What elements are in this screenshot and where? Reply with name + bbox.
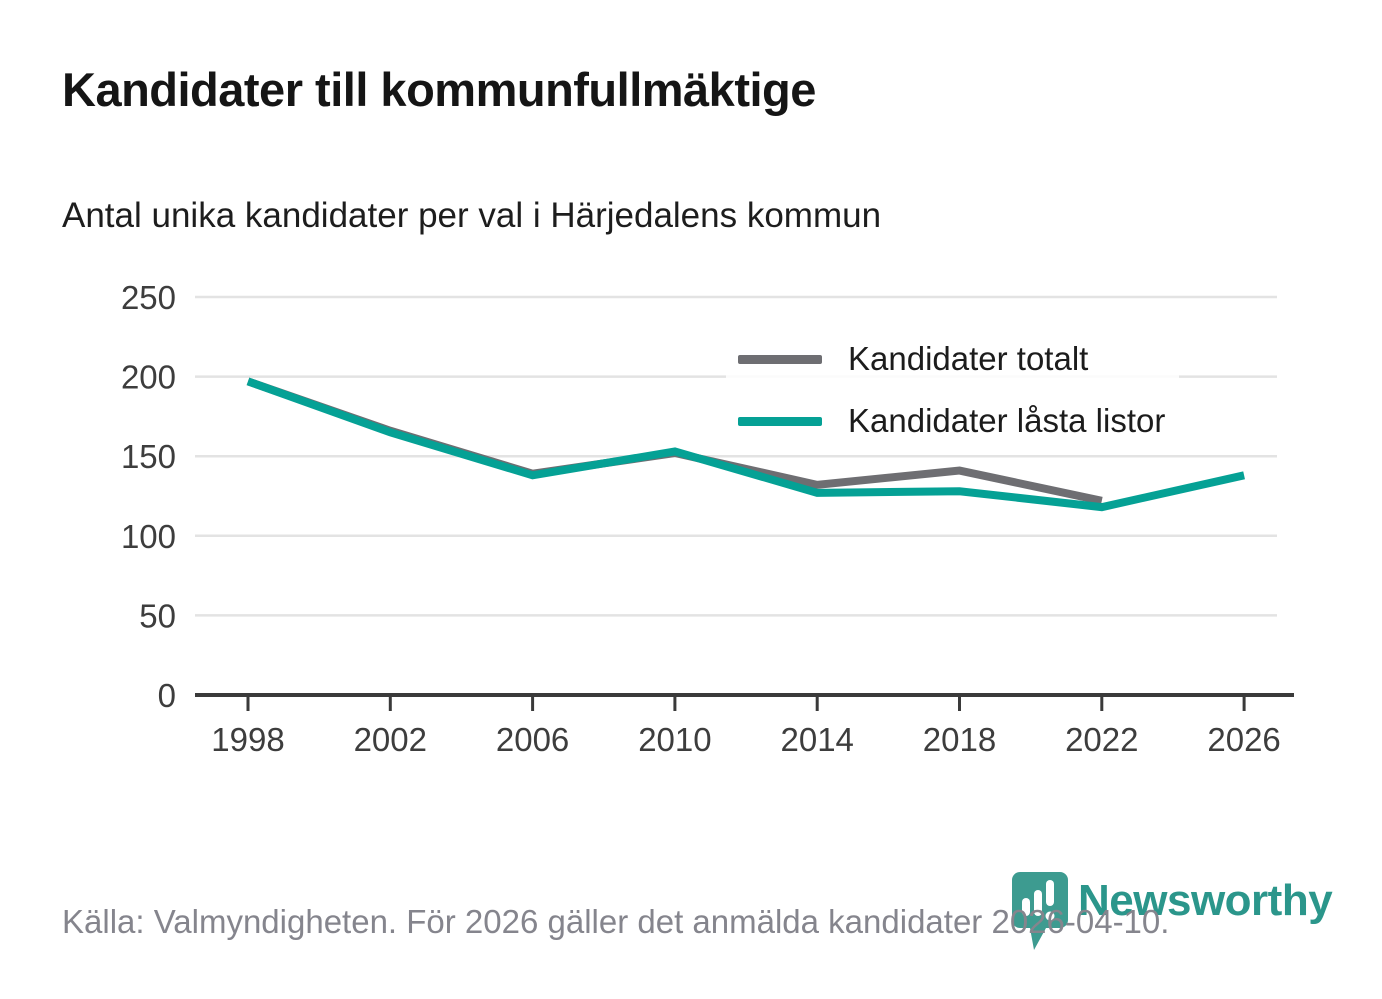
page-title: Kandidater till kommunfullmäktige xyxy=(62,63,816,116)
svg-text:50: 50 xyxy=(139,597,176,634)
legend-swatch-total xyxy=(738,354,822,364)
legend-label-total: Kandidater totalt xyxy=(848,340,1089,377)
chart-subtitle: Antal unika kandidater per val i Härjeda… xyxy=(62,196,882,235)
chart-legend: Kandidater totalt Kandidater låsta listo… xyxy=(726,332,1180,448)
newsworthy-pin-icon xyxy=(1012,872,1068,950)
svg-text:1998: 1998 xyxy=(211,721,284,758)
legend-item-total: Kandidater totalt xyxy=(726,332,1180,386)
svg-text:2014: 2014 xyxy=(780,721,853,758)
svg-text:2018: 2018 xyxy=(923,721,996,758)
svg-text:0: 0 xyxy=(158,677,176,714)
source-note: Källa: Valmyndigheten. För 2026 gäller d… xyxy=(62,903,1170,940)
legend-label-locked-lists: Kandidater låsta listor xyxy=(848,402,1166,439)
svg-text:2026: 2026 xyxy=(1207,721,1280,758)
legend-swatch-locked-lists xyxy=(738,416,822,426)
svg-text:2002: 2002 xyxy=(354,721,427,758)
svg-text:2010: 2010 xyxy=(638,721,711,758)
svg-text:200: 200 xyxy=(121,359,176,396)
newsworthy-logo: Newsworthy xyxy=(1008,868,1338,963)
legend-item-locked-lists: Kandidater låsta listor xyxy=(726,394,1180,448)
svg-text:100: 100 xyxy=(121,518,176,555)
newsworthy-wordmark: Newsworthy xyxy=(1078,876,1333,925)
svg-text:250: 250 xyxy=(121,279,176,316)
svg-text:150: 150 xyxy=(121,438,176,475)
svg-text:2006: 2006 xyxy=(496,721,569,758)
svg-text:2022: 2022 xyxy=(1065,721,1138,758)
